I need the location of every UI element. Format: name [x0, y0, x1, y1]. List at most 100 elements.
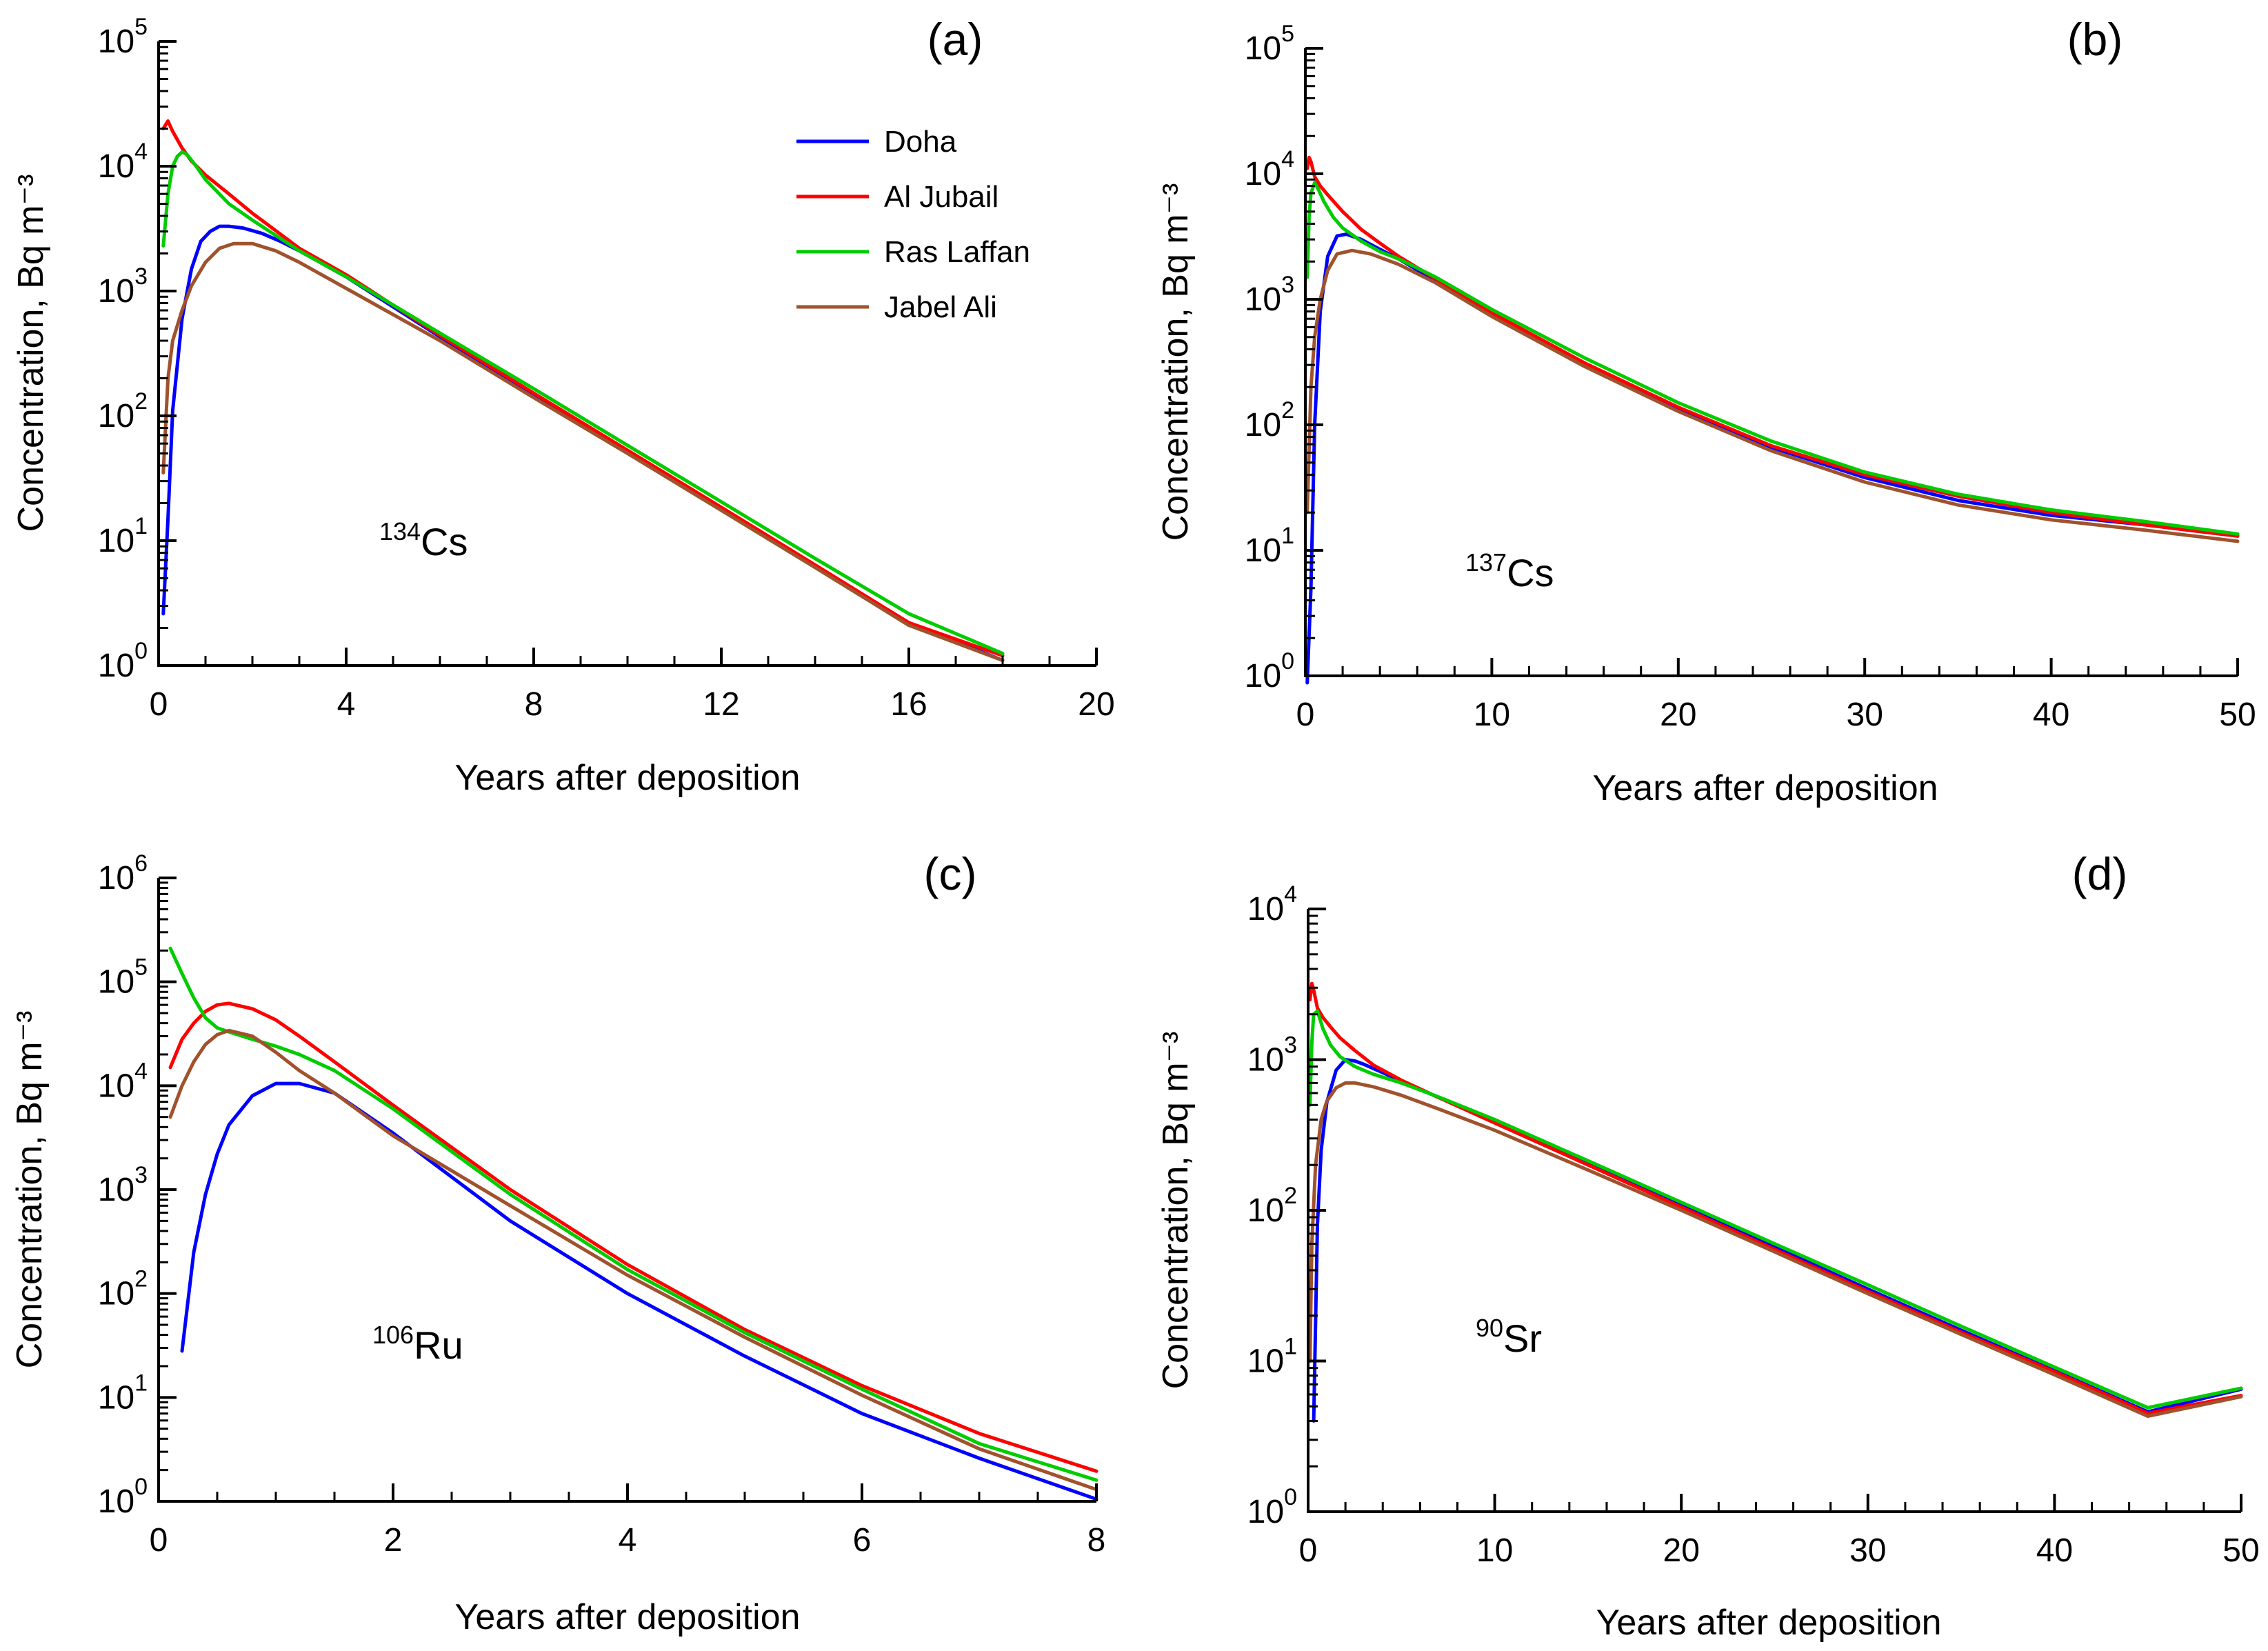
b-x-tick-label: 20	[1660, 697, 1696, 733]
panel-c-nuclide: 106Ru	[372, 1321, 463, 1367]
series-ras-laffan-line-a	[161, 150, 1005, 655]
d-x-tick-label: 20	[1663, 1532, 1700, 1569]
d-y-tick-exponent: 1	[1284, 1334, 1297, 1360]
panel-b-xlabel: Years after deposition	[1592, 768, 1938, 808]
a-x-tick-label: 0	[150, 686, 168, 723]
panel-d-nuclide-symbol: Sr	[1503, 1317, 1542, 1360]
c-y-tick-exponent: 2	[134, 1266, 148, 1292]
series-jabel-ali-line-d	[1308, 1081, 2243, 1419]
panel-b-axes	[1304, 48, 2238, 677]
b-x-tick-label: 40	[2033, 697, 2069, 733]
series-jabel-ali-line-c	[168, 1028, 1098, 1492]
a-y-tick-exponent: 1	[134, 513, 148, 539]
d-y-tick-exponent: 2	[1284, 1183, 1297, 1209]
legend-label-doha: Doha	[884, 125, 957, 159]
c-x-tick-label: 8	[1087, 1522, 1106, 1559]
c-y-tick-exponent: 4	[134, 1058, 148, 1084]
panel-d-nuclide-mass: 90	[1476, 1314, 1503, 1342]
panel-c-series	[168, 946, 1098, 1501]
series-al-jubail-line-b	[1305, 155, 2240, 538]
b-y-tick-label: 100	[1245, 648, 1294, 694]
a-y-tick-label: 104	[98, 139, 148, 185]
panel-a-xlabel: Years after deposition	[454, 758, 800, 798]
a-y-tick-exponent: 0	[134, 638, 148, 664]
panel-c-xlabel: Years after deposition	[454, 1597, 800, 1637]
series-al-jubail-line-a	[161, 119, 1005, 658]
series-ras-laffan-line-c	[168, 946, 1098, 1482]
series-ras-laffan-line-d	[1308, 1009, 2243, 1410]
b-y-tick-exponent: 3	[1281, 272, 1294, 298]
series-doha-line-c	[180, 1081, 1098, 1501]
panel-a-nuclide-symbol: Cs	[421, 520, 468, 563]
b-y-tick-label: 105	[1245, 21, 1294, 67]
series-doha-line-b	[1305, 232, 2240, 685]
b-x-tick-label: 50	[2219, 697, 2256, 733]
panel-b-series	[1305, 155, 2240, 685]
d-y-tick-exponent: 0	[1284, 1484, 1297, 1510]
d-x-tick-label: 50	[2222, 1532, 2259, 1569]
a-y-tick-exponent: 3	[134, 263, 148, 290]
b-x-tick-label: 0	[1296, 697, 1315, 733]
b-y-tick-exponent: 1	[1281, 523, 1294, 549]
a-x-tick-label: 8	[525, 686, 543, 723]
panel-b-nuclide: 137Cs	[1465, 548, 1554, 594]
c-y-tick-label: 103	[98, 1162, 148, 1208]
panel-a-nuclide: 134Cs	[379, 517, 468, 563]
d-y-tick-label: 103	[1247, 1032, 1297, 1079]
c-y-tick-label: 100	[98, 1474, 148, 1520]
b-y-tick-exponent: 2	[1281, 397, 1294, 423]
panel-d-nuclide: 90Sr	[1476, 1314, 1542, 1360]
b-y-tick-exponent: 4	[1281, 146, 1294, 172]
panel-c-axes	[157, 878, 1096, 1503]
c-x-tick-label: 6	[853, 1522, 872, 1559]
d-y-tick-exponent: 3	[1284, 1032, 1297, 1059]
c-y-tick-exponent: 1	[134, 1370, 148, 1396]
panel-c-nuclide-symbol: Ru	[414, 1323, 463, 1367]
c-x-tick-label: 0	[150, 1522, 168, 1559]
panel-d-axes	[1307, 909, 2241, 1513]
panel-c-label: (c)	[924, 848, 977, 899]
c-y-tick-exponent: 6	[134, 850, 148, 877]
legend-label-ras-laffan: Ras Laffan	[884, 235, 1030, 269]
d-y-tick-label: 102	[1247, 1183, 1297, 1229]
d-y-tick-label: 101	[1247, 1334, 1297, 1380]
a-x-tick-label: 16	[890, 686, 927, 723]
a-y-tick-label: 102	[98, 388, 148, 434]
a-y-tick-label: 100	[98, 638, 148, 684]
series-jabel-ali-line-a	[161, 241, 1005, 662]
panel-d-ylabel: Concentration, Bq m⁻³	[1156, 1032, 1196, 1390]
b-y-tick-exponent: 5	[1281, 21, 1294, 47]
panel-a-nuclide-mass: 134	[379, 517, 421, 546]
series-ras-laffan-line-b	[1305, 181, 2240, 536]
a-x-tick-label: 20	[1078, 686, 1114, 723]
legend-label-jabel-ali: Jabel Ali	[884, 290, 997, 324]
c-y-tick-exponent: 0	[134, 1474, 148, 1500]
series-al-jubail-line-c	[168, 1001, 1098, 1473]
panel-b-nuclide-mass: 137	[1465, 548, 1507, 577]
panel-b-nuclide-symbol: Cs	[1507, 551, 1554, 594]
a-y-tick-label: 105	[98, 14, 148, 60]
b-y-tick-label: 101	[1245, 523, 1294, 569]
a-y-tick-exponent: 4	[134, 139, 148, 165]
b-y-tick-exponent: 0	[1281, 648, 1294, 674]
d-x-tick-label: 30	[1849, 1532, 1886, 1569]
d-y-tick-exponent: 4	[1284, 881, 1297, 908]
panel-a-label: (a)	[927, 14, 983, 65]
panel-b-ylabel: Concentration, Bq m⁻³	[1156, 183, 1196, 541]
c-y-tick-label: 104	[98, 1058, 148, 1104]
panel-c-ylabel: Concentration, Bq m⁻³	[10, 1011, 50, 1369]
c-y-tick-label: 106	[98, 850, 148, 897]
a-y-tick-label: 103	[98, 263, 148, 310]
d-y-tick-label: 104	[1247, 881, 1297, 928]
d-x-tick-label: 40	[2036, 1532, 2073, 1569]
panel-d-label: (d)	[2072, 848, 2128, 899]
legend: Doha Al Jubail Ras Laffan Jabel Ali	[796, 125, 1030, 324]
